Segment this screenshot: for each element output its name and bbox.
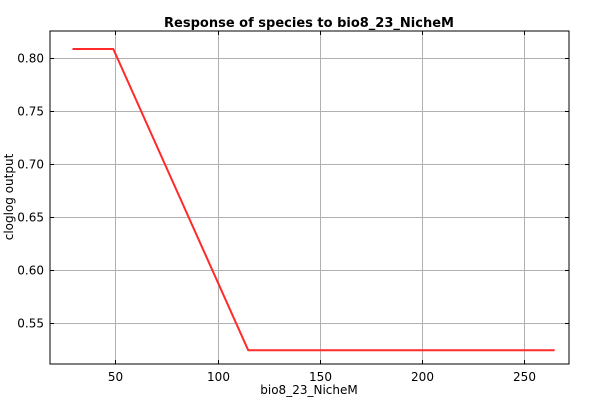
y-tick-label: 0.75 xyxy=(17,105,44,119)
x-tick-label: 100 xyxy=(207,370,230,384)
plot-frame xyxy=(49,30,570,365)
x-tick-label: 150 xyxy=(309,370,332,384)
x-axis-label: bio8_23_NicheM xyxy=(260,383,357,397)
y-tick-label: 0.65 xyxy=(17,211,44,225)
x-tick-label: 250 xyxy=(513,370,536,384)
tick-layer: 50 100 150 200 250 0.55 0.60 0.65 0.70 0.75 0.80 xyxy=(17,31,569,384)
y-axis-label: cloglog output xyxy=(2,153,16,240)
y-tick-label: 0.70 xyxy=(17,158,44,172)
y-tick-label: 0.60 xyxy=(17,264,44,278)
series-layer xyxy=(72,48,555,352)
response-curve xyxy=(72,48,555,352)
y-tick-label: 0.80 xyxy=(17,52,44,66)
y-tick-label: 0.55 xyxy=(17,317,44,331)
grid-layer xyxy=(50,31,569,364)
x-tick-label: 50 xyxy=(108,370,123,384)
x-tick-label: 200 xyxy=(411,370,434,384)
chart-title: Response of species to bio8_23_NicheM xyxy=(164,16,454,31)
